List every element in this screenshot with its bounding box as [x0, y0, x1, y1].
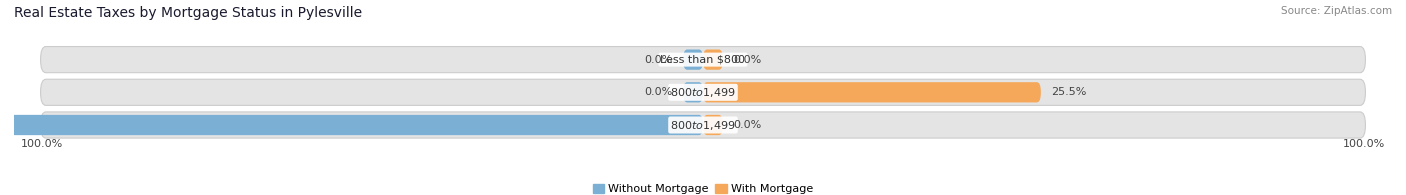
Text: 0.0%: 0.0% — [644, 87, 672, 97]
FancyBboxPatch shape — [703, 82, 1040, 102]
FancyBboxPatch shape — [683, 82, 703, 102]
Text: 0.0%: 0.0% — [644, 55, 672, 65]
Text: 0.0%: 0.0% — [734, 55, 762, 65]
Text: $800 to $1,499: $800 to $1,499 — [671, 119, 735, 131]
Legend: Without Mortgage, With Mortgage: Without Mortgage, With Mortgage — [588, 179, 818, 195]
FancyBboxPatch shape — [703, 115, 723, 135]
FancyBboxPatch shape — [683, 50, 703, 70]
Text: 0.0%: 0.0% — [734, 120, 762, 130]
FancyBboxPatch shape — [703, 50, 723, 70]
Text: Source: ZipAtlas.com: Source: ZipAtlas.com — [1281, 6, 1392, 16]
Text: 100.0%: 100.0% — [21, 139, 63, 149]
FancyBboxPatch shape — [41, 47, 1365, 73]
Text: 25.5%: 25.5% — [1052, 87, 1087, 97]
FancyBboxPatch shape — [0, 115, 703, 135]
Text: Real Estate Taxes by Mortgage Status in Pylesville: Real Estate Taxes by Mortgage Status in … — [14, 6, 363, 20]
Text: Less than $800: Less than $800 — [661, 55, 745, 65]
FancyBboxPatch shape — [41, 79, 1365, 105]
Text: $800 to $1,499: $800 to $1,499 — [671, 86, 735, 99]
Text: 100.0%: 100.0% — [1343, 139, 1385, 149]
FancyBboxPatch shape — [41, 112, 1365, 138]
